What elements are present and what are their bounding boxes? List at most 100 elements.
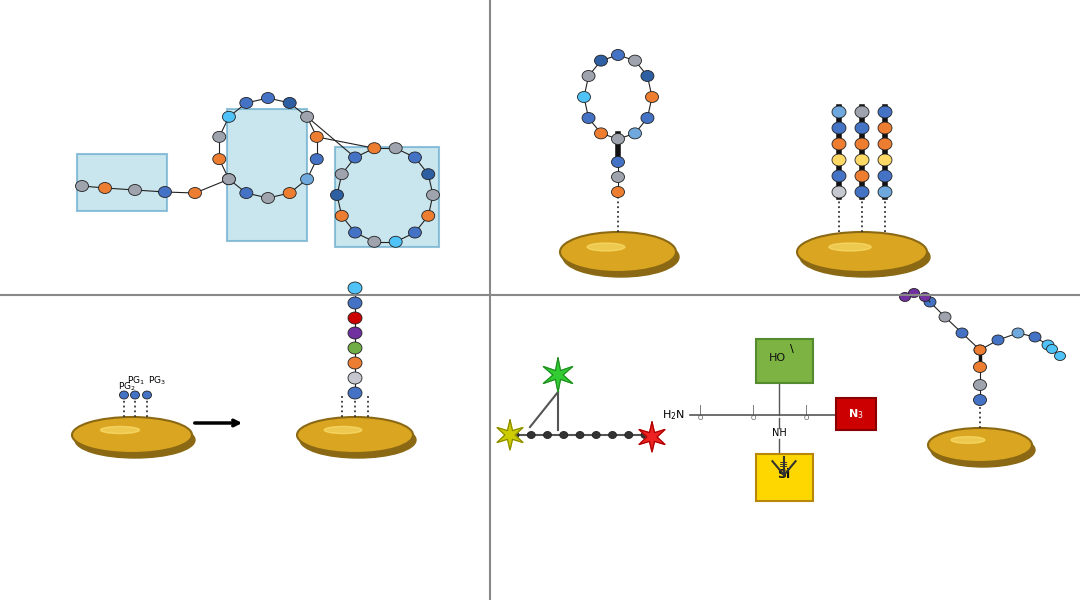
FancyBboxPatch shape [756,454,813,501]
Ellipse shape [629,128,642,139]
Ellipse shape [878,138,892,150]
Ellipse shape [389,143,402,154]
Ellipse shape [76,181,89,191]
Text: PG$_1$: PG$_1$ [127,375,145,387]
Ellipse shape [563,237,679,277]
Ellipse shape [300,422,416,458]
FancyBboxPatch shape [756,339,813,383]
Ellipse shape [324,427,362,434]
Ellipse shape [335,211,348,221]
Text: |: | [805,405,808,415]
Ellipse shape [800,237,930,277]
Ellipse shape [511,431,519,439]
Polygon shape [639,422,665,452]
Ellipse shape [348,372,362,384]
Ellipse shape [348,282,362,294]
Text: |: | [699,405,702,415]
Ellipse shape [611,157,624,167]
Ellipse shape [348,342,362,354]
Ellipse shape [611,133,624,145]
Ellipse shape [348,312,362,324]
Ellipse shape [624,431,633,439]
Ellipse shape [855,186,869,198]
Ellipse shape [543,431,552,439]
Ellipse shape [928,428,1032,462]
Ellipse shape [576,431,584,439]
Ellipse shape [611,187,624,197]
Text: H$_2$N: H$_2$N [662,408,685,422]
Text: |: | [752,405,755,415]
Ellipse shape [832,154,846,166]
Ellipse shape [129,185,141,196]
Ellipse shape [283,188,296,199]
Text: O: O [698,415,703,421]
Ellipse shape [931,433,1035,467]
Ellipse shape [582,113,595,124]
Ellipse shape [973,379,986,391]
Ellipse shape [973,361,986,373]
Ellipse shape [261,92,274,103]
Ellipse shape [588,243,625,251]
Ellipse shape [72,417,192,453]
Text: N$_3$: N$_3$ [848,407,864,421]
Ellipse shape [592,431,600,439]
Text: NH: NH [771,428,786,438]
Ellipse shape [878,106,892,118]
Ellipse shape [297,417,413,453]
Ellipse shape [1042,340,1054,350]
Text: \: \ [791,344,794,354]
Ellipse shape [855,170,869,182]
Ellipse shape [368,143,381,154]
Ellipse shape [832,186,846,198]
Ellipse shape [348,357,362,369]
Ellipse shape [611,49,624,61]
Ellipse shape [939,312,951,322]
Ellipse shape [422,211,435,221]
Ellipse shape [642,431,649,439]
Ellipse shape [527,431,536,439]
FancyBboxPatch shape [227,109,307,241]
Ellipse shape [924,297,936,307]
Ellipse shape [974,345,986,355]
Ellipse shape [559,431,568,439]
Ellipse shape [956,328,968,338]
Ellipse shape [310,131,323,142]
Ellipse shape [120,391,129,399]
Ellipse shape [222,112,235,122]
Ellipse shape [222,173,235,185]
Ellipse shape [159,187,172,197]
Text: HO: HO [769,353,785,363]
Ellipse shape [330,190,343,200]
Ellipse shape [1054,352,1066,361]
Ellipse shape [832,122,846,134]
FancyBboxPatch shape [335,147,438,247]
Ellipse shape [1047,344,1057,353]
Ellipse shape [855,138,869,150]
Ellipse shape [213,131,226,142]
Ellipse shape [908,289,919,298]
Ellipse shape [213,154,226,164]
Ellipse shape [640,113,654,124]
Ellipse shape [422,169,435,179]
Ellipse shape [98,182,111,193]
Ellipse shape [855,122,869,134]
Ellipse shape [349,227,362,238]
Ellipse shape [582,70,595,82]
Ellipse shape [878,170,892,182]
Ellipse shape [855,106,869,118]
Ellipse shape [578,91,591,103]
Text: PG$_2$: PG$_2$ [118,381,136,393]
Text: PG$_3$: PG$_3$ [148,375,166,387]
Ellipse shape [878,186,892,198]
Ellipse shape [100,427,139,434]
Ellipse shape [283,97,296,109]
Ellipse shape [832,138,846,150]
Ellipse shape [389,236,402,247]
Text: O: O [804,415,809,421]
Ellipse shape [240,97,253,109]
Ellipse shape [832,106,846,118]
Ellipse shape [629,55,642,66]
Ellipse shape [408,152,421,163]
Ellipse shape [408,227,421,238]
Ellipse shape [131,391,139,399]
